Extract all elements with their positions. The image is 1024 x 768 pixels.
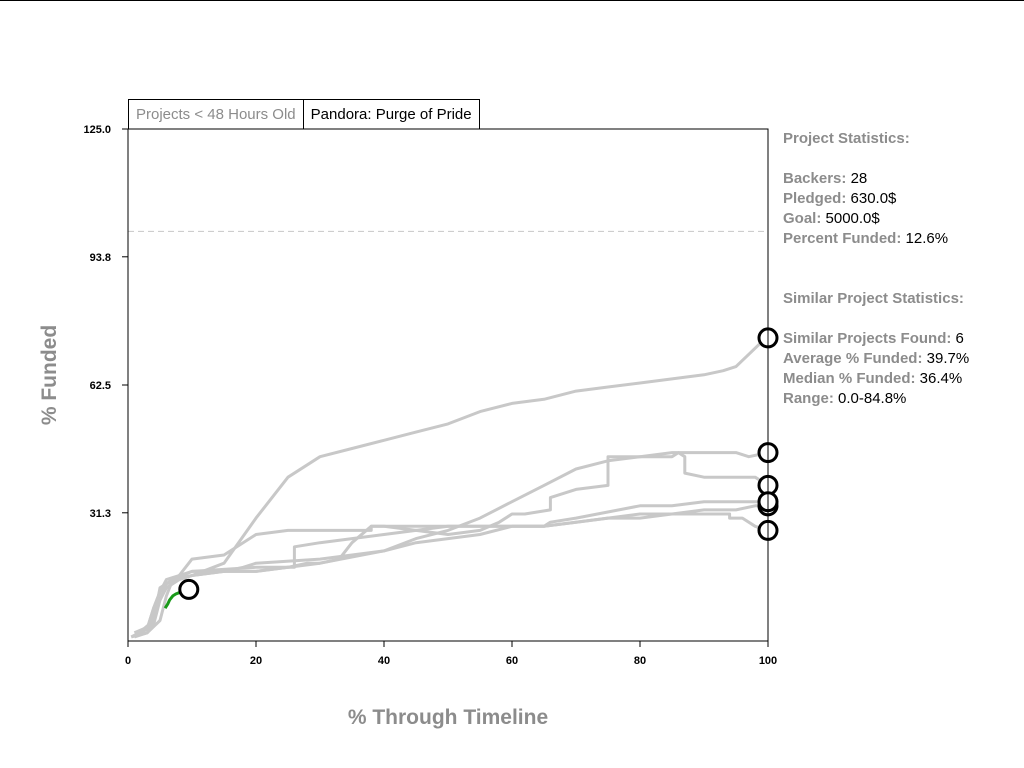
y-tick-layer: 31.3 62.5 93.8 125.0 [83,124,128,520]
pledged-value: 630.0$ [850,190,897,207]
chart-tabs: Projects < 48 Hours Old Pandora: Purge o… [128,99,480,129]
percent-funded-row: Percent Funded: 12.6% [783,229,969,249]
similar-found-label: Similar Projects Found: [783,330,952,347]
y-tick-label-3: 125.0 [83,124,111,136]
stats-panel: Project Statistics: Backers: 28 Pledged:… [783,129,969,409]
median-funded-value: 36.4% [919,370,963,387]
range-label: Range: [783,390,834,407]
range-value: 0.0-84.8% [838,390,907,407]
median-funded-row: Median % Funded: 36.4% [783,369,969,389]
x-tick-label-80: 80 [634,655,646,667]
pledged-row: Pledged: 630.0$ [783,189,969,209]
top-border-line [0,0,1024,1]
goal-row: Goal: 5000.0$ [783,209,969,229]
y-axis-label: % Funded [38,325,61,425]
backers-label: Backers: [783,170,847,187]
backers-value: 28 [850,170,868,187]
x-tick-label-0: 0 [125,655,131,667]
similar-stats-heading: Similar Project Statistics: [783,290,964,307]
median-funded-label: Median % Funded: [783,370,916,387]
tab-recent-projects[interactable]: Projects < 48 Hours Old [128,99,304,129]
backers-row: Backers: 28 [783,169,969,189]
similar-project-line-2 [133,512,769,635]
similar-project-line-5 [130,500,768,639]
y-tick-label-1: 62.5 [90,380,111,392]
project-stats-heading: Project Statistics: [783,130,910,147]
y-tick-label-0: 31.3 [90,508,111,520]
similar-found-value: 6 [955,330,964,347]
x-tick-label-40: 40 [378,655,390,667]
average-funded-value: 39.7% [926,350,970,367]
range-row: Range: 0.0-84.8% [783,389,969,409]
current-project-end-marker [178,578,200,600]
x-tick-layer: 0 20 40 60 80 100 [125,641,777,667]
percent-funded-value: 12.6% [905,230,949,247]
similar-project-line-6 [133,451,769,639]
x-tick-label-100: 100 [759,655,777,667]
goal-label: Goal: [783,210,822,227]
average-funded-label: Average % Funded: [783,350,923,367]
similar-series-layer [130,336,769,639]
similar-project-line-4 [133,451,769,639]
goal-value: 5000.0$ [825,210,880,227]
percent-funded-label: Percent Funded: [783,230,902,247]
x-axis-label: % Through Timeline [348,706,548,729]
similar-found-row: Similar Projects Found: 6 [783,329,969,349]
tab-current-project[interactable]: Pandora: Purge of Pride [303,99,480,129]
pledged-label: Pledged: [783,190,847,207]
x-tick-label-20: 20 [250,655,262,667]
y-tick-label-2: 93.8 [90,252,111,264]
x-tick-label-60: 60 [506,655,518,667]
end-marker-layer [178,327,779,600]
average-funded-row: Average % Funded: 39.7% [783,349,969,369]
similar-project-line-1 [130,336,769,639]
